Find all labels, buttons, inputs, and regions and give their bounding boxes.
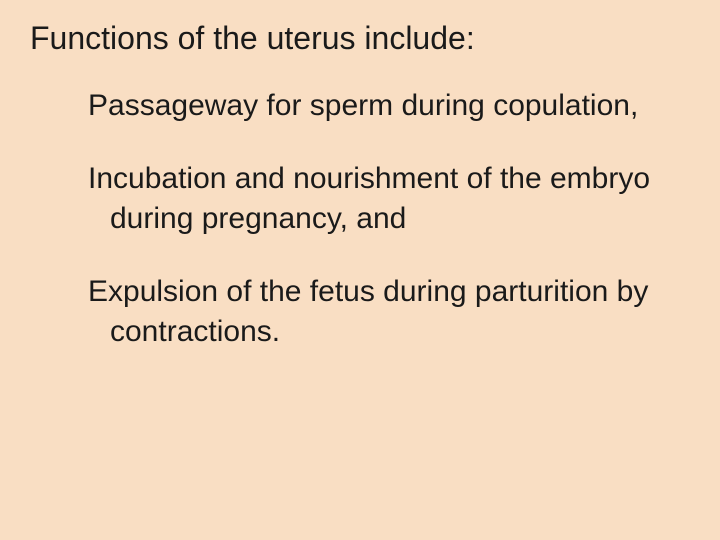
bullet-list: •Passageway for sperm during copulation,… [30, 86, 690, 353]
bullet-text: Passageway for sperm during copulation, [88, 89, 638, 122]
bullet-icon: • [48, 86, 88, 127]
bullet-item: •Passageway for sperm during copulation, [30, 86, 690, 127]
slide: Functions of the uterus include: •Passag… [0, 0, 720, 540]
bullet-text: Expulsion of the fetus during parturitio… [88, 275, 648, 349]
bullet-text: Incubation and nourishment of the embryo… [88, 162, 650, 236]
bullet-item: •Incubation and nourishment of the embry… [30, 159, 690, 240]
bullet-icon: • [48, 159, 88, 200]
bullet-icon: • [48, 272, 88, 313]
slide-title: Functions of the uterus include: [30, 18, 690, 58]
bullet-item: •Expulsion of the fetus during parturiti… [30, 272, 690, 353]
